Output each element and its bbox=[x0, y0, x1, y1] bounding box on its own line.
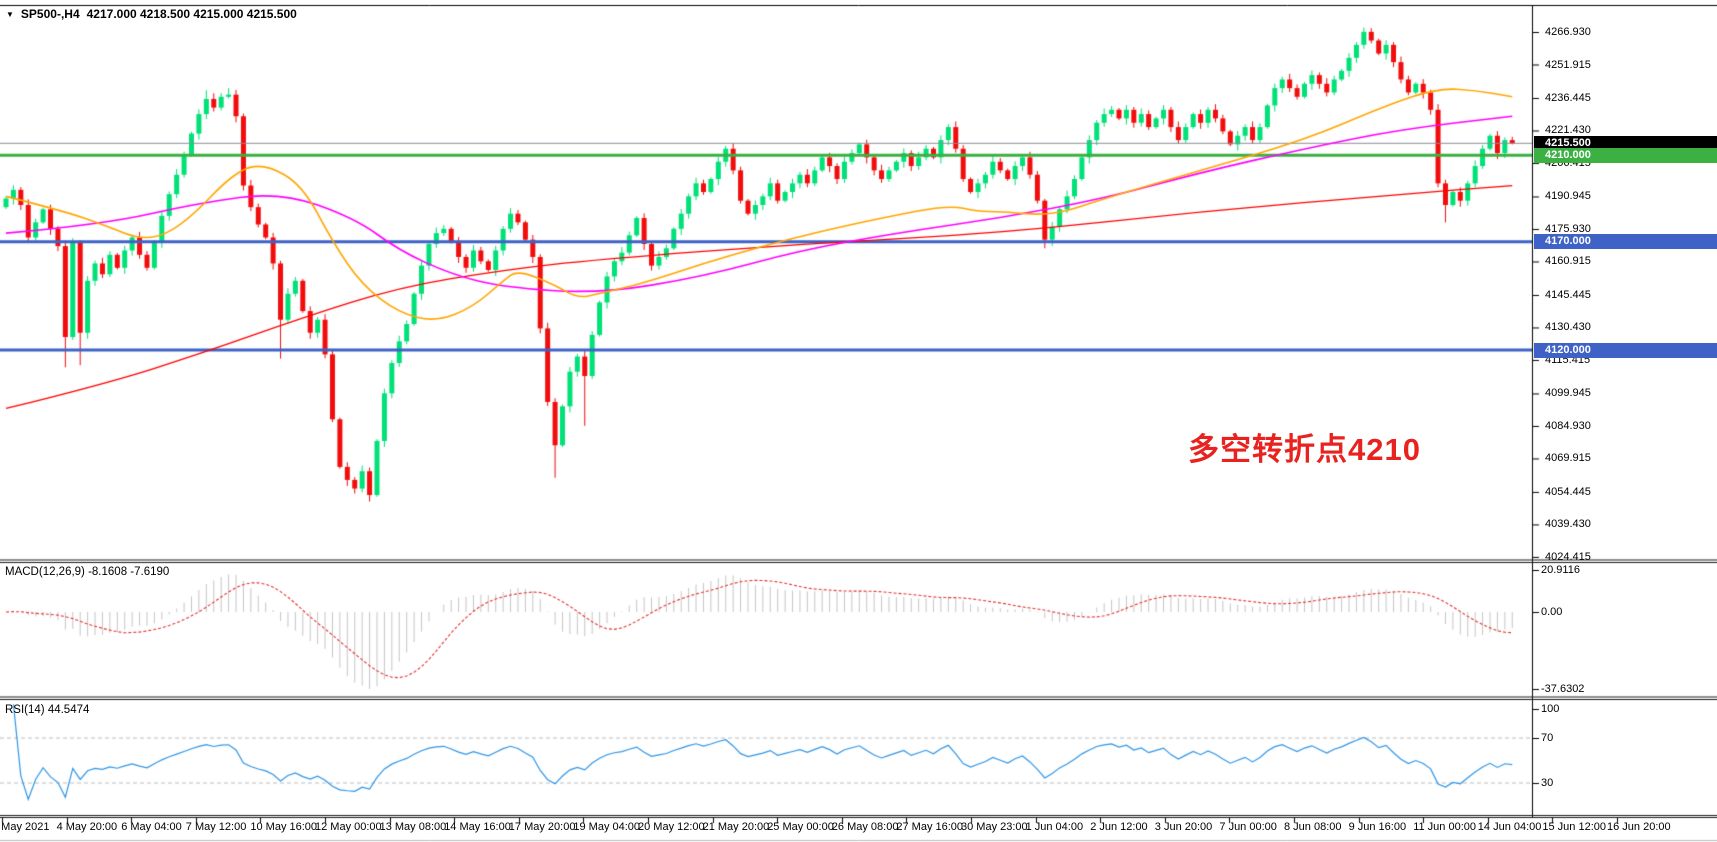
time-tick-label: 27 May 16:00 bbox=[896, 821, 964, 833]
macd-tick-label: 20.9116 bbox=[1541, 564, 1580, 576]
time-tick-label: 11 Jun 00:00 bbox=[1413, 821, 1476, 833]
time-tick-label: 7 Jun 00:00 bbox=[1219, 821, 1277, 833]
time-tick-label: 30 May 23:00 bbox=[961, 821, 1028, 833]
symbol-timeframe-label: SP500-,H4 bbox=[20, 7, 80, 21]
chart-title: ▼ SP500-,H4 4217.000 4218.500 4215.000 4… bbox=[6, 7, 297, 21]
time-tick-label: 3 Jun 20:00 bbox=[1154, 821, 1213, 833]
price-level-box: 4120.000 bbox=[1534, 342, 1717, 358]
time-tick-label: 8 Jun 08:00 bbox=[1284, 821, 1342, 833]
time-tick-label: 3 May 2021 bbox=[0, 821, 50, 833]
macd-indicator-label: MACD(12,26,9) -8.1608 -7.6190 bbox=[5, 566, 170, 578]
rsi-tick-label: 70 bbox=[1541, 732, 1554, 744]
time-tick-label: 21 May 20:00 bbox=[702, 821, 770, 833]
price-tick-label: 4251.915 bbox=[1545, 58, 1591, 71]
time-tick-label: 14 Jun 04:00 bbox=[1477, 821, 1542, 833]
time-tick-label: 10 May 16:00 bbox=[250, 821, 318, 833]
time-tick-label: 4 May 20:00 bbox=[56, 821, 118, 833]
time-tick-label: 9 Jun 16:00 bbox=[1348, 821, 1407, 833]
price-level-box: 4210.000 bbox=[1534, 147, 1717, 163]
price-tick-label: 4221.430 bbox=[1545, 124, 1591, 137]
time-tick-label: 14 May 16:00 bbox=[444, 821, 511, 833]
price-tick-label: 4266.930 bbox=[1545, 26, 1591, 38]
price-tick-label: 4190.945 bbox=[1545, 190, 1591, 203]
time-tick-label: 25 May 00:00 bbox=[767, 821, 834, 833]
price-tick-label: 4145.445 bbox=[1545, 288, 1591, 301]
price-level-box: 4215.500 bbox=[1534, 135, 1717, 151]
rsi-indicator-label: RSI(14) 44.5474 bbox=[5, 704, 90, 716]
rsi-tick-label: 100 bbox=[1541, 703, 1560, 715]
price-tick-label: 4236.445 bbox=[1545, 91, 1591, 104]
time-tick-label: 17 May 20:00 bbox=[508, 821, 576, 833]
rsi-tick-label: 30 bbox=[1541, 777, 1554, 789]
time-tick-label: 19 May 04:00 bbox=[573, 821, 641, 833]
time-tick-label: 6 May 04:00 bbox=[121, 821, 182, 833]
time-tick-label: 7 May 12:00 bbox=[185, 821, 247, 833]
price-tick-label: 4130.430 bbox=[1545, 321, 1591, 334]
time-tick-label: 26 May 08:00 bbox=[831, 821, 899, 833]
time-tick-label: 20 May 12:00 bbox=[638, 821, 705, 833]
price-tick-label: 4069.915 bbox=[1545, 452, 1591, 465]
time-tick-label: 16 Jun 20:00 bbox=[1607, 821, 1671, 833]
macd-tick-label: 0.00 bbox=[1541, 606, 1563, 618]
symbol-collapse-icon: ▼ bbox=[6, 9, 14, 19]
price-tick-label: 4084.930 bbox=[1545, 419, 1591, 432]
price-tick-label: 4024.415 bbox=[1545, 550, 1591, 563]
price-level-box: 4170.000 bbox=[1534, 234, 1717, 250]
time-tick-label: 2 Jun 12:00 bbox=[1090, 821, 1148, 833]
macd-tick-label: -37.6302 bbox=[1541, 683, 1585, 695]
price-tick-label: 4160.915 bbox=[1545, 255, 1591, 268]
price-tick-label: 4175.930 bbox=[1545, 222, 1591, 235]
time-tick-label: 12 May 00:00 bbox=[315, 821, 382, 833]
price-tick-label: 4039.430 bbox=[1545, 518, 1591, 531]
ohlc-readout: 4217.000 4218.500 4215.000 4215.500 bbox=[86, 7, 297, 21]
time-tick-label: 13 May 08:00 bbox=[379, 821, 447, 833]
price-tick-label: 4054.445 bbox=[1545, 485, 1591, 498]
price-tick-label: 4099.945 bbox=[1545, 387, 1591, 400]
time-tick-label: 1 Jun 04:00 bbox=[1025, 821, 1084, 833]
annotation-text[interactable]: 多空转折点4210 bbox=[1188, 432, 1421, 467]
time-tick-label: 15 Jun 12:00 bbox=[1542, 821, 1607, 833]
